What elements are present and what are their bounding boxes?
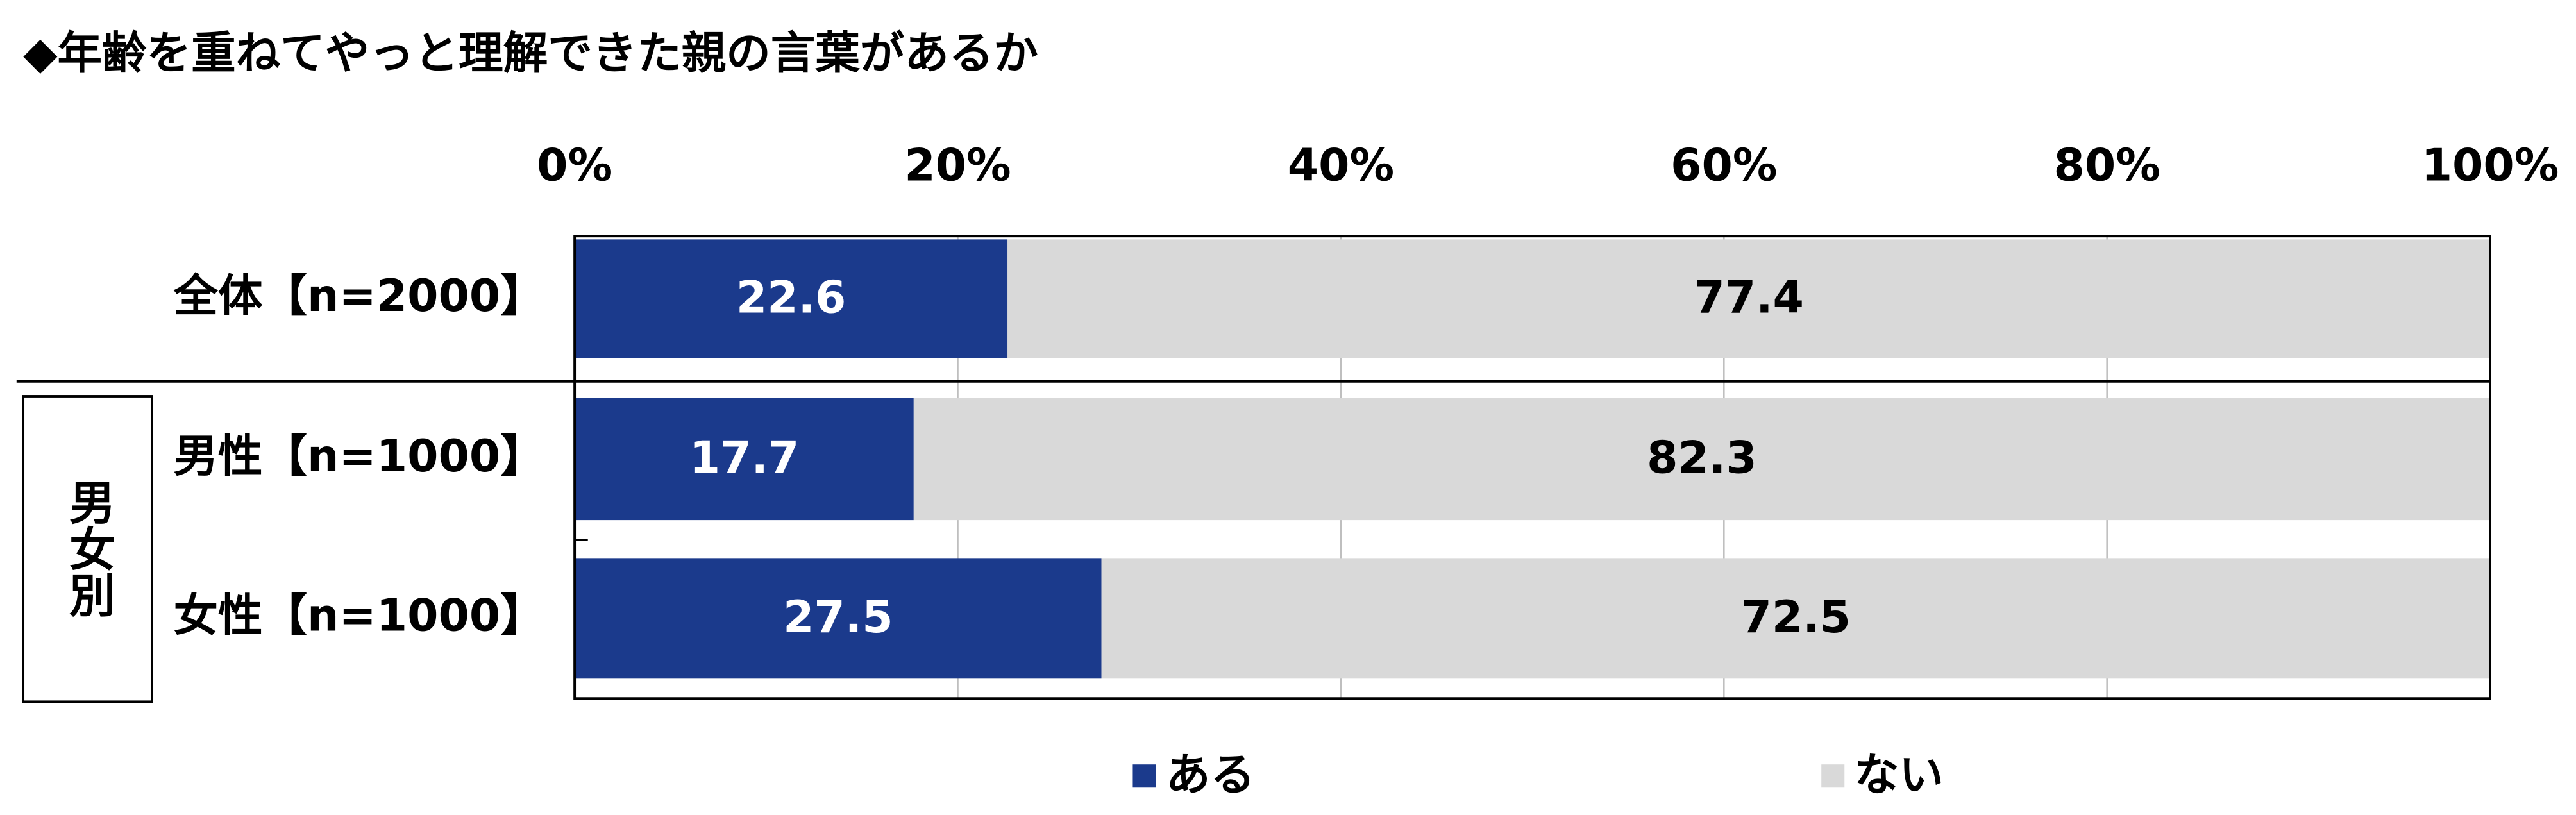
- x-tick-label: 0%: [537, 140, 612, 192]
- bar-segment: [575, 239, 1008, 358]
- group-box: [22, 395, 153, 703]
- legend-swatch: [1821, 764, 1845, 788]
- legend-swatch: [1132, 764, 1156, 788]
- x-tick-label: 40%: [1288, 140, 1394, 192]
- group-label: 男女別: [61, 479, 115, 618]
- legend-label: ない: [1855, 749, 1944, 801]
- value-label: 22.6: [736, 272, 846, 324]
- chart-title: ◆年齢を重ねてやっと理解できた親の言葉があるか: [23, 28, 1038, 80]
- bar-segment: [1101, 558, 2491, 679]
- x-tick-label: 100%: [2421, 140, 2559, 192]
- value-label: 77.4: [1694, 272, 1804, 324]
- legend-label: ある: [1166, 749, 1255, 801]
- y-tick-label: 女性【n=1000】: [173, 589, 544, 641]
- value-label: 27.5: [783, 591, 893, 643]
- bar-segment: [575, 398, 914, 521]
- bar-segment: [575, 558, 1102, 679]
- bar-segment: [1007, 239, 2491, 358]
- value-label: 17.7: [689, 432, 800, 483]
- y-tick-label: 男性【n=1000】: [173, 430, 544, 482]
- plot-border: [573, 235, 2492, 700]
- y-tick-label: 全体【n=2000】: [173, 270, 544, 322]
- value-label: 82.3: [1647, 432, 1757, 483]
- x-tick-label: 20%: [904, 140, 1011, 192]
- value-label: 72.5: [1741, 591, 1851, 643]
- bar-segment: [913, 398, 2491, 521]
- x-tick-label: 80%: [2053, 140, 2160, 192]
- x-tick-label: 60%: [1671, 140, 1777, 192]
